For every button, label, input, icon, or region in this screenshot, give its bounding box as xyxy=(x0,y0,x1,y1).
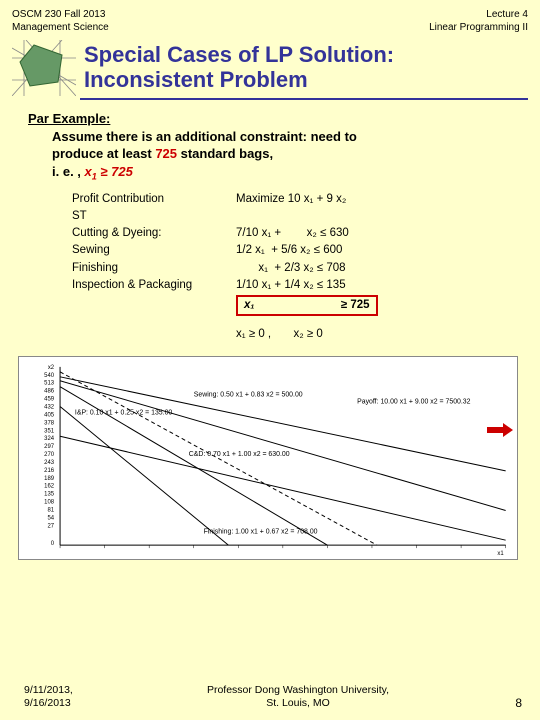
constraint-line: i. e. , x1 ≥ 725 xyxy=(52,163,512,183)
footer-attribution: Professor Dong Washington University, St… xyxy=(104,684,492,710)
c5-var: x₁ xyxy=(244,299,254,311)
svg-text:162: 162 xyxy=(44,483,54,489)
var-x1: x1 ≥ 725 xyxy=(85,164,133,179)
constraint-4: 1/10 x₁ + 1/4 x₂ ≤ 135 xyxy=(236,277,378,294)
slide-content: Par Example: Assume there is an addition… xyxy=(0,110,540,344)
constraint-1: 7/10 x₁ + x₂ ≤ 630 xyxy=(236,225,378,242)
svg-text:405: 405 xyxy=(44,412,55,418)
professor: Professor Dong Washington University, xyxy=(104,684,492,697)
label-st: ST xyxy=(72,208,222,225)
svg-text:Finishing: 1.00 x1 + 0.67 x2 =: Finishing: 1.00 x1 + 0.67 x2 = 708.00 xyxy=(204,528,318,535)
svg-text:x2: x2 xyxy=(48,364,54,370)
text: standard bags, xyxy=(177,146,273,161)
title-line2: Inconsistent Problem xyxy=(84,67,394,92)
svg-text:135: 135 xyxy=(44,491,55,497)
feasibility-chart: x2 540 513 486 459 432 405 378 351 324 2… xyxy=(18,356,518,560)
lp-formulation: Profit Contribution ST Cutting & Dyeing:… xyxy=(72,191,512,344)
svg-text:459: 459 xyxy=(44,396,55,402)
new-constraint-box: x₁ ≥ 725 xyxy=(236,295,378,316)
svg-text:324: 324 xyxy=(44,436,55,442)
slide-header: OSCM 230 Fall 2013 Management Science Le… xyxy=(0,0,540,40)
title-row: Special Cases of LP Solution: Inconsiste… xyxy=(0,40,540,96)
svg-text:513: 513 xyxy=(44,380,55,386)
text: produce at least xyxy=(52,146,155,161)
svg-text:Payoff: 10.00 x1 + 9.00 x2 = 7: Payoff: 10.00 x1 + 9.00 x2 = 7500.32 xyxy=(357,398,471,405)
label-inspection: Inspection & Packaging xyxy=(72,277,222,294)
chart-svg: x2 540 513 486 459 432 405 378 351 324 2… xyxy=(19,357,517,559)
formulation-labels: Profit Contribution ST Cutting & Dyeing:… xyxy=(72,191,222,344)
formulation-equations: Maximize 10 x₁ + 9 x₂ 7/10 x₁ + x₂ ≤ 630… xyxy=(236,191,378,344)
assumption-line1: Assume there is an additional constraint… xyxy=(52,128,512,146)
svg-text:Sewing: 0.50 x1 + 0.83 x2 = 5: Sewing: 0.50 x1 + 0.83 x2 = 500.00 xyxy=(194,391,303,398)
slide-title: Special Cases of LP Solution: Inconsiste… xyxy=(84,40,394,93)
svg-text:I&P: 0.10 x1 + 0.25 x2 = 135.0: I&P: 0.10 x1 + 0.25 x2 = 135.00 xyxy=(75,409,173,416)
svg-text:108: 108 xyxy=(44,499,55,505)
svg-text:54: 54 xyxy=(48,515,55,521)
label-profit: Profit Contribution xyxy=(72,191,222,208)
svg-text:243: 243 xyxy=(44,459,55,465)
arrow-icon xyxy=(487,423,513,437)
title-underline xyxy=(80,98,528,100)
svg-text:270: 270 xyxy=(44,452,55,458)
c5-rhs: ≥ 725 xyxy=(341,299,370,311)
label-cutting: Cutting & Dyeing: xyxy=(72,225,222,242)
text: i. e. , xyxy=(52,164,85,179)
svg-text:540: 540 xyxy=(44,372,55,378)
svg-text:189: 189 xyxy=(44,475,55,481)
course-code: OSCM 230 Fall 2013 xyxy=(12,8,109,21)
text: Assume there is an additional constraint… xyxy=(52,129,357,144)
example-heading: Par Example: xyxy=(28,110,512,128)
date2: 9/16/2013 xyxy=(24,697,104,710)
value-725: 725 xyxy=(155,146,177,161)
title-line1: Special Cases of LP Solution: xyxy=(84,42,394,67)
page-number: 8 xyxy=(492,696,522,710)
label-sewing: Sewing xyxy=(72,242,222,259)
objective: Maximize 10 x₁ + 9 x₂ xyxy=(236,191,378,208)
lecture-topic: Linear Programming II xyxy=(429,21,528,34)
nonnegativity: x₁ ≥ 0 , x₂ ≥ 0 xyxy=(236,326,378,343)
svg-text:216: 216 xyxy=(44,467,55,473)
svg-text:x1: x1 xyxy=(497,551,504,557)
footer-dates: 9/11/2013, 9/16/2013 xyxy=(24,684,104,710)
svg-text:378: 378 xyxy=(44,420,55,426)
date1: 9/11/2013, xyxy=(24,684,104,697)
header-right: Lecture 4 Linear Programming II xyxy=(429,8,528,34)
svg-text:27: 27 xyxy=(48,523,55,529)
svg-text:81: 81 xyxy=(48,507,55,513)
pentagon-icon xyxy=(12,40,76,96)
svg-text:432: 432 xyxy=(44,404,54,410)
course-name: Management Science xyxy=(12,21,109,34)
constraint-3: x₁ + 2/3 x₂ ≤ 708 xyxy=(236,260,378,277)
svg-text:297: 297 xyxy=(44,444,54,450)
svg-text:351: 351 xyxy=(44,428,55,434)
lecture-number: Lecture 4 xyxy=(429,8,528,21)
label-finishing: Finishing xyxy=(72,260,222,277)
svg-text:486: 486 xyxy=(44,388,55,394)
location: St. Louis, MO xyxy=(104,697,492,710)
assumption-line2: produce at least 725 standard bags, xyxy=(52,145,512,163)
header-left: OSCM 230 Fall 2013 Management Science xyxy=(12,8,109,34)
constraint-2: 1/2 x₁ + 5/6 x₂ ≤ 600 xyxy=(236,242,378,259)
svg-text:C&D: 0.70 x1 + 1.00 x2 = 630.0: C&D: 0.70 x1 + 1.00 x2 = 630.00 xyxy=(189,451,290,458)
slide-footer: 9/11/2013, 9/16/2013 Professor Dong Wash… xyxy=(0,684,540,710)
